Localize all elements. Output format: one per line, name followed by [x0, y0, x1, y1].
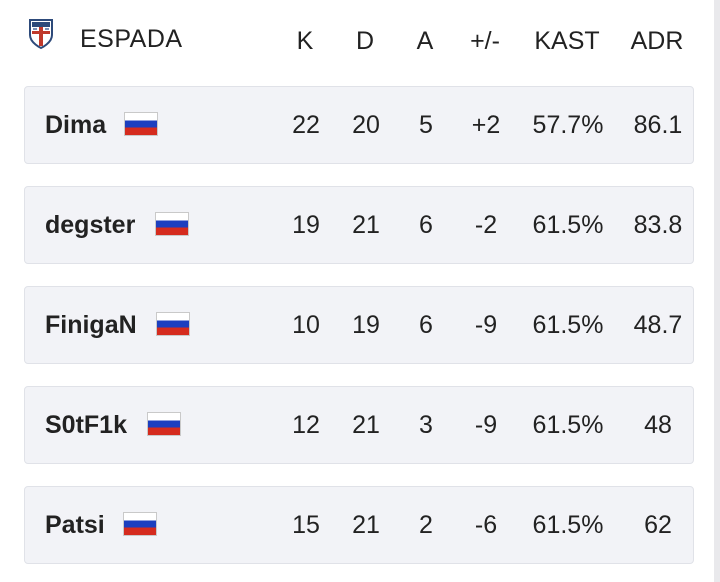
stat-deaths: 20 [352, 111, 380, 139]
player-name[interactable]: degster [45, 211, 136, 239]
russia-flag-icon [147, 412, 181, 436]
stat-assists: 6 [419, 311, 433, 339]
column-header-kast: KAST [534, 27, 600, 55]
stat-plus-minus: -9 [474, 411, 498, 439]
player-row[interactable]: Dima 22 20 5 +2 57.7% 86.1 [24, 86, 694, 164]
russia-flag-icon [156, 312, 190, 336]
stat-kast: 61.5% [532, 211, 604, 239]
stat-deaths: 21 [352, 411, 380, 439]
stat-adr: 48 [644, 411, 672, 439]
column-header-plus-minus: +/- [470, 27, 500, 55]
stat-assists: 6 [419, 211, 433, 239]
stat-adr: 62 [644, 511, 672, 539]
russia-flag-icon [123, 512, 157, 536]
player-row[interactable]: FinigaN 10 19 6 -9 61.5% 48.7 [24, 286, 694, 364]
player-name[interactable]: FinigaN [45, 311, 137, 339]
stat-kills: 15 [292, 511, 320, 539]
stat-adr: 48.7 [633, 311, 683, 339]
stat-kills: 12 [292, 411, 320, 439]
russia-flag-icon [155, 212, 189, 236]
stat-plus-minus: -6 [474, 511, 498, 539]
stat-deaths: 21 [352, 211, 380, 239]
player-name[interactable]: Patsi [45, 511, 105, 539]
column-header-d: D [355, 27, 375, 55]
stat-kast: 61.5% [532, 311, 604, 339]
russia-flag-icon [124, 112, 158, 136]
team-header: ESPADA K D A +/- KAST ADR [0, 18, 720, 66]
stat-adr: 86.1 [633, 111, 683, 139]
stat-plus-minus: +2 [471, 111, 501, 139]
player-row[interactable]: S0tF1k 12 21 3 -9 61.5% 48 [24, 386, 694, 464]
stat-kills: 22 [292, 111, 320, 139]
scroll-edge [714, 0, 720, 582]
team-name: ESPADA [80, 25, 183, 53]
player-name[interactable]: Dima [45, 111, 107, 139]
stat-plus-minus: -9 [474, 311, 498, 339]
player-name[interactable]: S0tF1k [45, 411, 127, 439]
stat-assists: 5 [419, 111, 433, 139]
stat-kills: 19 [292, 211, 320, 239]
player-row[interactable]: degster 19 21 6 -2 61.5% 83.8 [24, 186, 694, 264]
stat-kast: 61.5% [532, 511, 604, 539]
column-header-a: A [416, 27, 434, 55]
column-header-adr: ADR [630, 27, 684, 55]
stat-kast: 61.5% [532, 411, 604, 439]
stat-kills: 10 [292, 311, 320, 339]
espada-logo-icon [29, 19, 53, 50]
stat-assists: 2 [419, 511, 433, 539]
stat-deaths: 21 [352, 511, 380, 539]
stat-kast: 57.7% [532, 111, 604, 139]
stat-assists: 3 [419, 411, 433, 439]
stat-adr: 83.8 [633, 211, 683, 239]
column-header-k: K [296, 27, 314, 55]
stat-plus-minus: -2 [474, 211, 498, 239]
stat-deaths: 19 [352, 311, 380, 339]
player-row[interactable]: Patsi 15 21 2 -6 61.5% 62 [24, 486, 694, 564]
